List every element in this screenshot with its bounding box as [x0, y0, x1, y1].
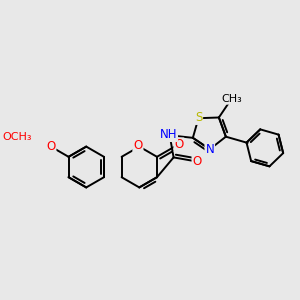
Text: N: N [206, 143, 214, 156]
Text: O: O [174, 138, 184, 152]
Text: OCH₃: OCH₃ [3, 132, 32, 142]
Text: O: O [193, 155, 202, 168]
Text: O: O [46, 140, 56, 153]
Text: S: S [195, 111, 202, 124]
Text: NH: NH [160, 128, 177, 141]
Text: O: O [133, 140, 142, 152]
Text: CH₃: CH₃ [221, 94, 242, 104]
